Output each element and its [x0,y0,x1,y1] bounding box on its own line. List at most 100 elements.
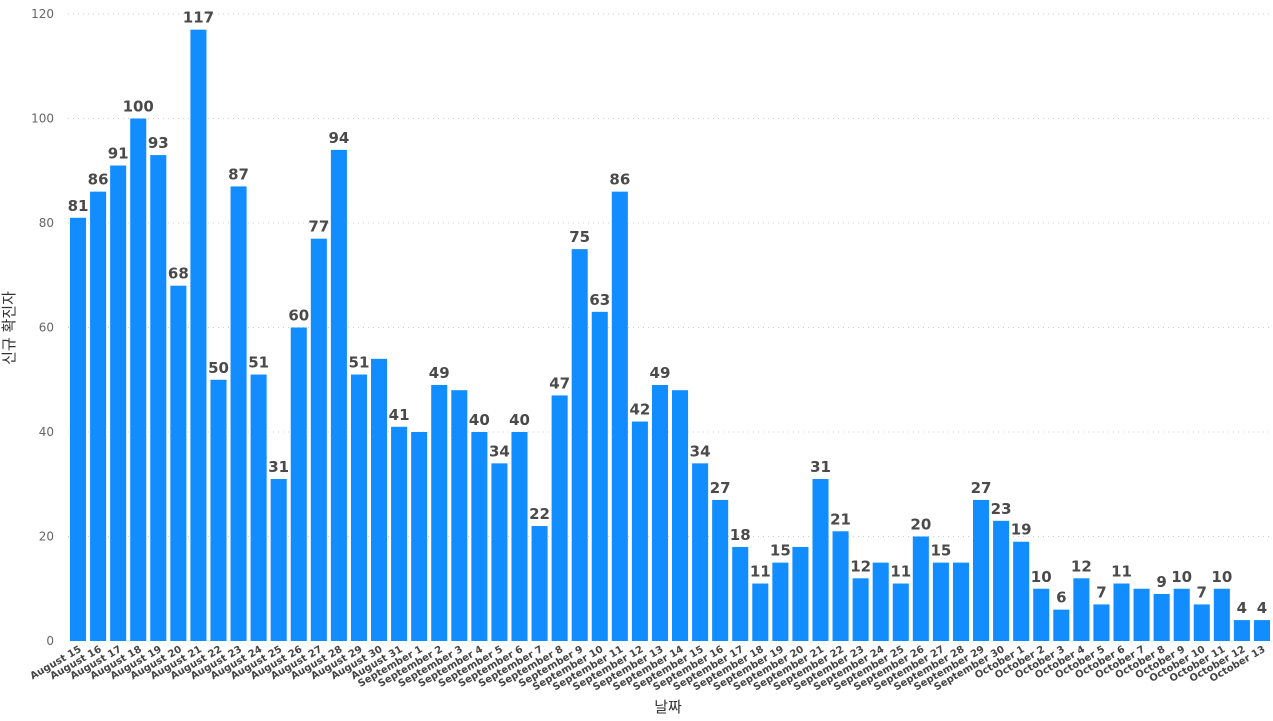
bar[interactable] [451,390,468,641]
data-label: 40 [509,411,530,429]
bar[interactable] [1193,604,1210,641]
bar[interactable] [1013,541,1030,641]
data-label: 47 [549,374,570,392]
x-axis-title: 날짜 [654,698,682,716]
data-label: 91 [108,145,129,163]
bars [70,29,1270,642]
bar[interactable] [591,311,608,641]
data-label: 10 [1031,568,1052,586]
y-tick-label: 40 [39,425,54,439]
data-label: 68 [168,265,189,283]
bar[interactable] [832,531,849,641]
data-label: 41 [389,406,410,424]
bar[interactable] [1093,604,1110,641]
data-label: 27 [971,479,992,497]
data-label: 49 [650,364,671,382]
bar[interactable] [431,384,448,641]
data-label: 6 [1056,589,1066,607]
bar[interactable] [792,546,809,641]
bar[interactable] [70,217,87,641]
bar[interactable] [270,479,287,641]
data-label: 34 [489,442,510,460]
data-label: 94 [328,129,349,147]
bar[interactable] [872,562,889,641]
bar[interactable] [1233,620,1250,641]
data-label: 9 [1156,573,1166,591]
bar[interactable] [712,499,729,641]
data-label: 18 [730,526,751,544]
data-label: 10 [1211,568,1232,586]
bar[interactable] [350,374,367,641]
data-label: 34 [690,442,711,460]
bar[interactable] [1133,588,1150,641]
data-label: 12 [850,557,871,575]
bar[interactable] [1213,588,1230,641]
data-label: 12 [1071,557,1092,575]
bar[interactable] [1033,588,1050,641]
data-label: 15 [770,542,791,560]
data-label: 63 [589,291,610,309]
bar[interactable] [892,583,909,641]
bar[interactable] [230,186,247,642]
bar[interactable] [772,562,789,641]
bar[interactable] [1113,583,1130,641]
data-label: 20 [910,516,931,534]
bar[interactable] [752,583,769,641]
data-label: 4 [1257,599,1267,617]
bar[interactable] [732,546,749,641]
bar[interactable] [471,432,488,641]
bar[interactable] [511,432,528,641]
bar[interactable] [250,374,267,641]
bar[interactable] [130,118,147,642]
bar[interactable] [672,390,689,641]
gridlines [68,13,1272,537]
bar[interactable] [932,562,949,641]
bar[interactable] [1073,578,1090,641]
bar[interactable] [1153,593,1170,641]
data-label: 51 [349,354,370,372]
bar[interactable] [611,191,628,641]
bar[interactable] [170,285,187,641]
y-tick-label: 100 [31,112,54,126]
bar[interactable] [1253,620,1270,641]
bar[interactable] [692,463,709,641]
bar[interactable] [371,358,388,641]
data-label: 11 [1111,563,1132,581]
bar[interactable] [330,149,347,641]
data-label: 87 [228,165,249,183]
bar[interactable] [310,238,327,642]
bar[interactable] [973,499,990,641]
bar[interactable] [491,463,508,641]
data-label: 40 [469,411,490,429]
data-label: 42 [629,401,650,419]
bar[interactable] [912,536,929,642]
data-label: 23 [991,500,1012,518]
bar[interactable] [852,578,869,641]
bar[interactable] [391,426,408,641]
bar[interactable] [90,191,107,641]
bar[interactable] [952,562,969,641]
bar[interactable] [571,249,588,641]
bar[interactable] [531,526,548,641]
data-label: 77 [308,218,329,236]
bar[interactable] [290,327,307,642]
data-label: 11 [750,563,771,581]
data-label: 22 [529,505,550,523]
bar[interactable] [1053,609,1070,641]
bar[interactable] [411,432,428,641]
data-label: 86 [609,171,630,189]
bar[interactable] [190,29,207,642]
bar[interactable] [993,520,1010,641]
data-label: 31 [810,458,831,476]
y-tick-label: 80 [39,216,54,230]
bar[interactable] [551,395,568,641]
bar[interactable] [110,165,127,641]
bar[interactable] [150,155,167,641]
bar[interactable] [631,421,648,641]
data-label: 21 [830,510,851,528]
bar[interactable] [812,479,829,641]
bar[interactable] [210,379,227,641]
bar[interactable] [651,384,668,641]
bar[interactable] [1173,588,1190,641]
